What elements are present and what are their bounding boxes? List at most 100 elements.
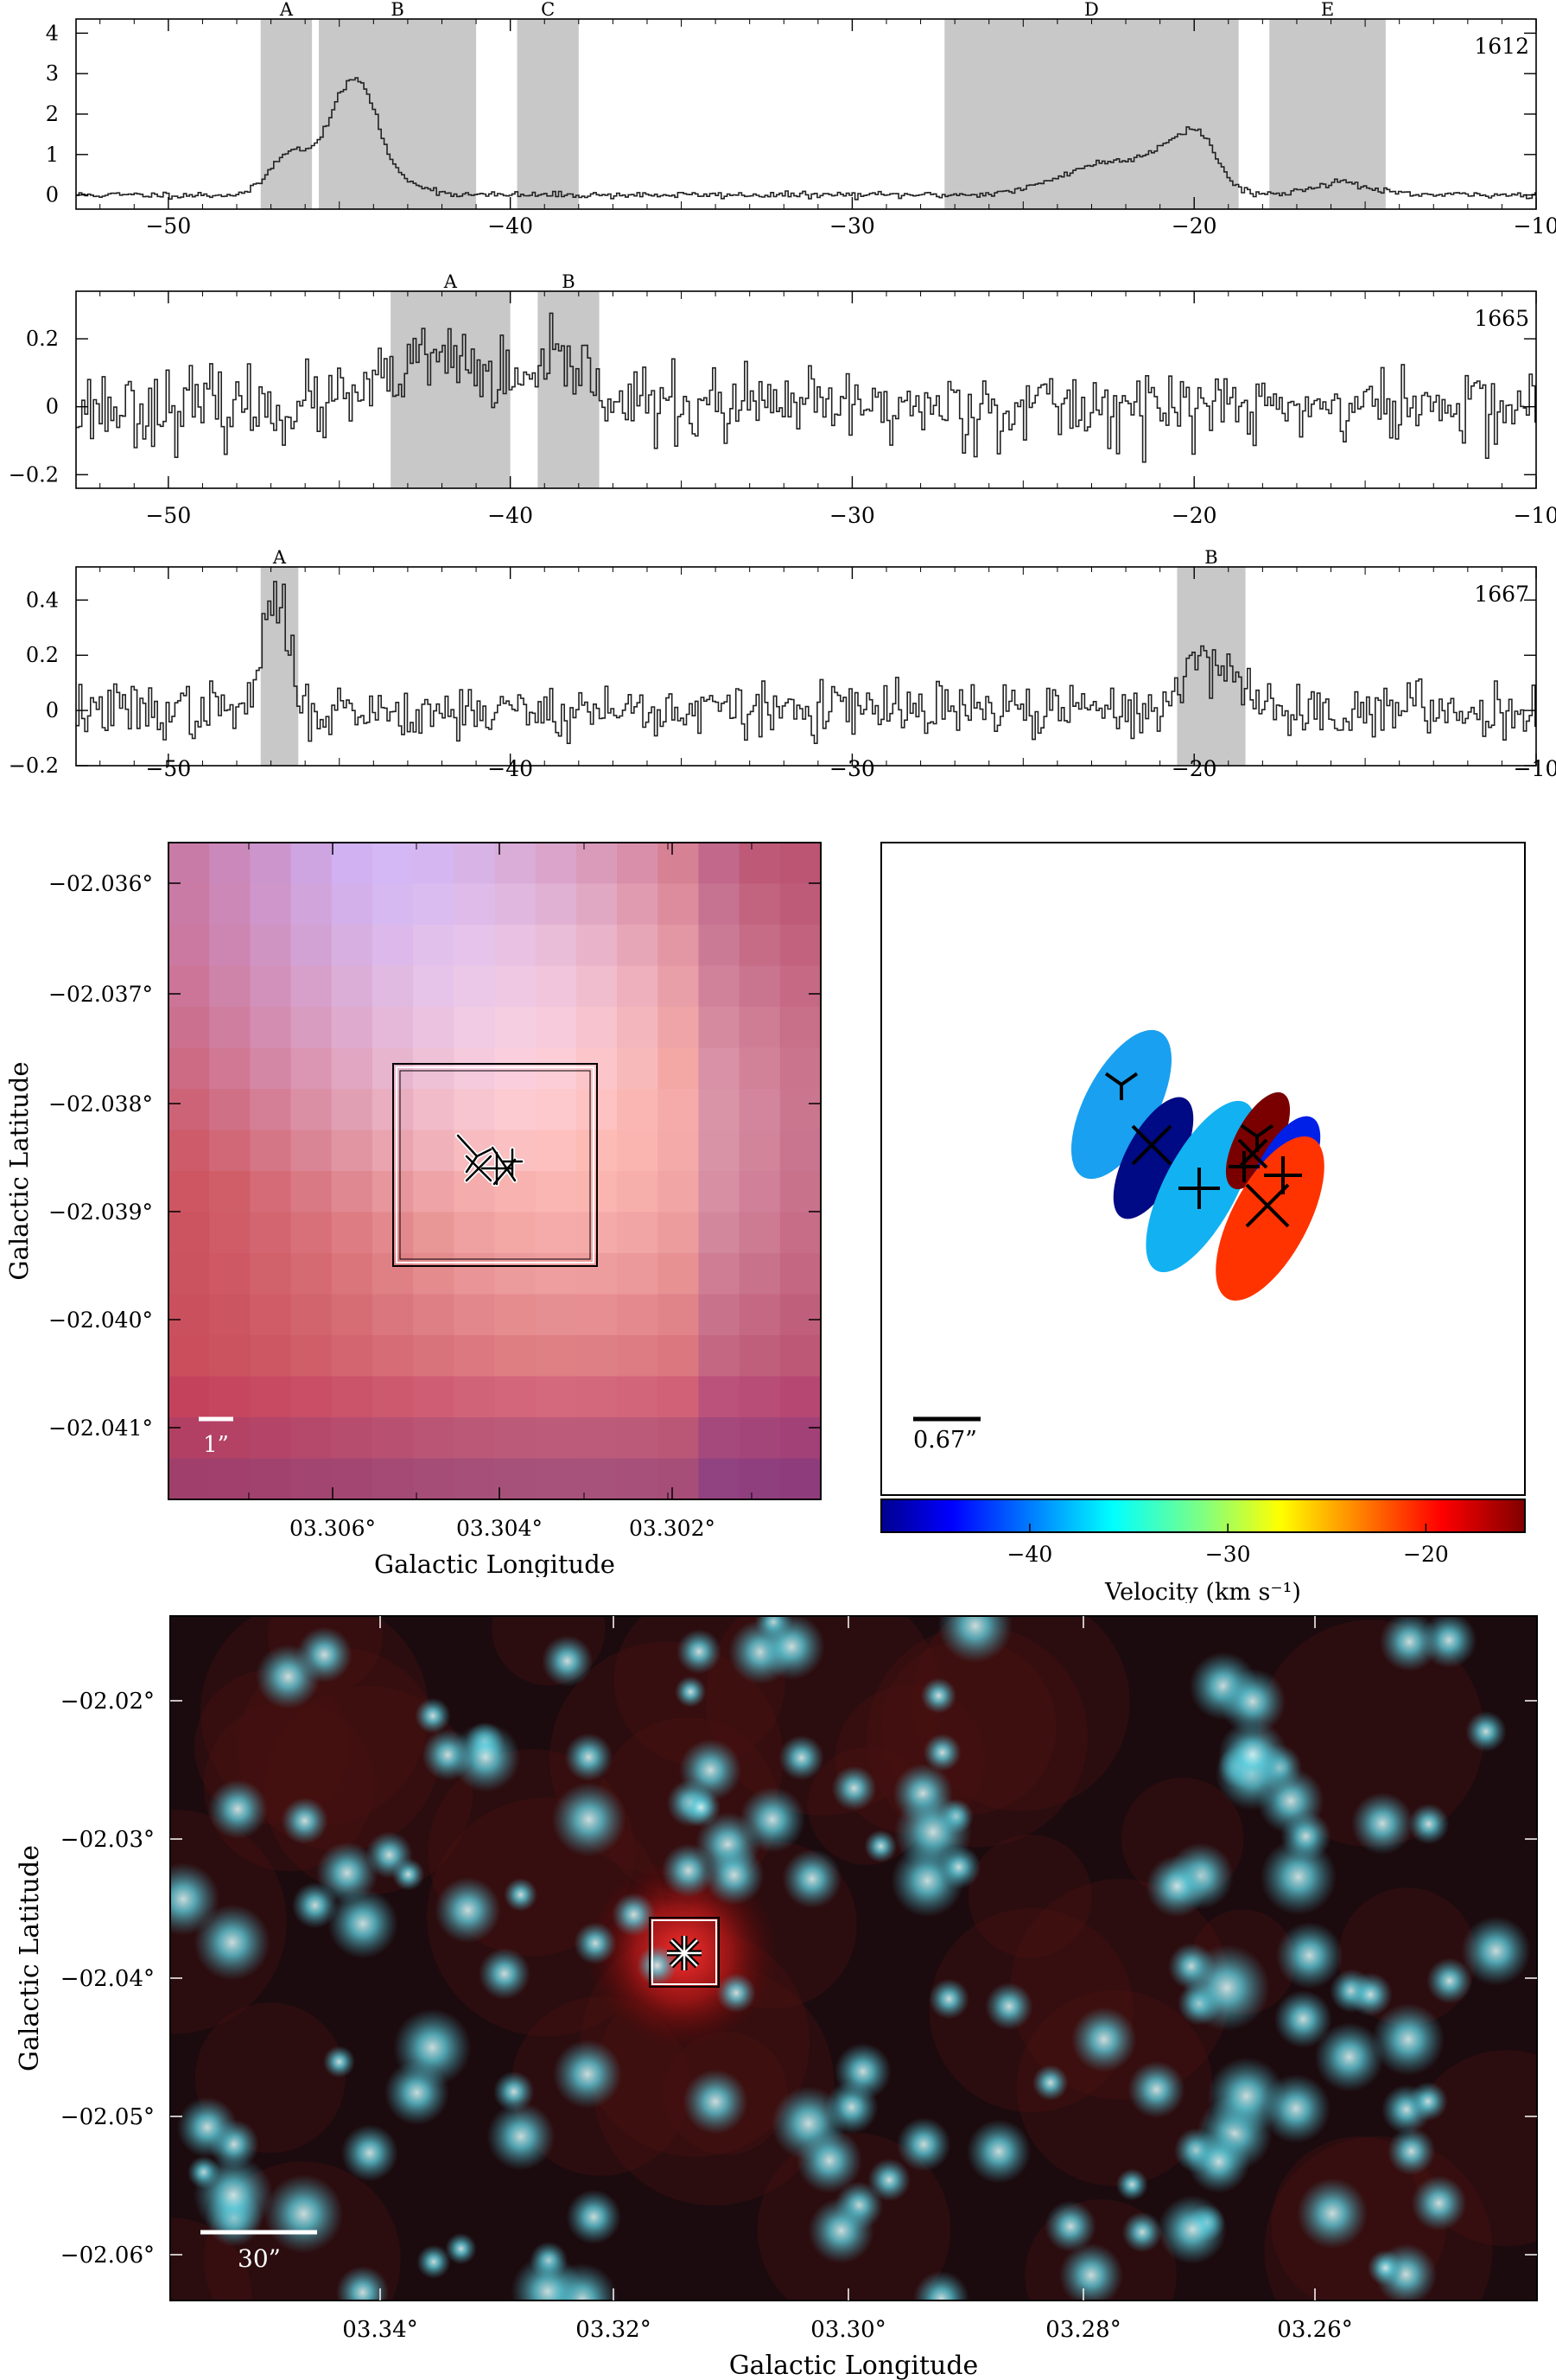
- image-pixel: [290, 1458, 333, 1500]
- star: [486, 2102, 556, 2171]
- star: [778, 1734, 824, 1781]
- image-pixel: [331, 1007, 373, 1048]
- image-pixel: [779, 1253, 822, 1295]
- image-pixel: [209, 1212, 251, 1254]
- y-tick-label: −02.04°: [60, 1966, 155, 1992]
- x-tick-label: −50: [145, 213, 191, 239]
- image-pixel: [168, 1089, 210, 1130]
- image-pixel: [168, 965, 210, 1008]
- image-pixel: [290, 925, 333, 966]
- image-pixel: [779, 1047, 822, 1090]
- image-pixel: [290, 1130, 333, 1172]
- image-pixel: [372, 1007, 414, 1048]
- image-pixel: [290, 1089, 333, 1130]
- image-pixel: [657, 1294, 699, 1336]
- image-pixel: [454, 1376, 495, 1418]
- maser-region-box: [392, 1063, 598, 1267]
- image-pixel: [331, 843, 373, 884]
- image-pixel: [209, 1047, 251, 1090]
- nebula-patch: [968, 1834, 1092, 1958]
- maser-symbols: [455, 1133, 524, 1187]
- shaded-region: [944, 19, 1239, 209]
- image-pixel: [209, 1417, 251, 1459]
- image-pixel: [413, 1376, 454, 1418]
- image-pixel: [413, 1417, 454, 1459]
- maser-region-box: [651, 1919, 717, 1985]
- maser-spot-ellipse: [1216, 1136, 1324, 1301]
- x-tick-label: −20: [1172, 756, 1217, 781]
- image-pixel: [494, 883, 537, 926]
- star: [1115, 2168, 1148, 2201]
- star: [1280, 1810, 1331, 1862]
- maser-spot-ellipse: [1113, 1097, 1194, 1219]
- image-pixel: [657, 1376, 699, 1418]
- transition-label: 1665: [1474, 306, 1529, 331]
- image-pixel: [209, 925, 251, 966]
- image-pixel: [535, 843, 577, 884]
- image-pixel: [250, 883, 292, 926]
- x-tick-label: −50: [145, 503, 191, 528]
- image-pixel: [168, 1171, 210, 1212]
- image-pixel: [739, 1171, 781, 1212]
- image-pixel: [290, 1376, 333, 1418]
- image-pixel: [290, 843, 333, 884]
- image-pixel: [575, 1294, 618, 1336]
- shaded-region: [517, 19, 579, 209]
- image-pixel: [250, 1253, 292, 1295]
- image-pixel: [698, 843, 740, 884]
- image-pixel: [739, 965, 781, 1008]
- image-pixel: [657, 883, 699, 926]
- nebula-patch: [911, 1616, 1130, 1811]
- image-pixel: [413, 1253, 454, 1295]
- nebula-patch: [1010, 1879, 1231, 2100]
- image-pixel: [617, 1047, 658, 1090]
- image-pixel: [739, 1376, 781, 1418]
- image-pixel: [454, 965, 495, 1008]
- maser-marker: [1237, 1138, 1268, 1169]
- image-pixel: [657, 1007, 699, 1048]
- image-pixel: [657, 1130, 699, 1172]
- image-pixel: [290, 1417, 333, 1459]
- star: [758, 1616, 825, 1680]
- image-pixel: [372, 1417, 414, 1459]
- x-axis-label: Galactic Longitude: [729, 2351, 979, 2380]
- star: [864, 1830, 898, 1863]
- image-pixel: [779, 1335, 822, 1377]
- image-pixel: [413, 965, 454, 1008]
- maser-marker: [667, 1936, 702, 1970]
- image-pixel: [698, 1089, 740, 1130]
- image-pixel: [739, 1047, 781, 1090]
- image-pixel: [657, 1458, 699, 1500]
- x-tick-label: −50: [145, 756, 191, 781]
- star: [831, 1766, 877, 1811]
- shaded-region: [260, 567, 299, 766]
- image-pixel: [413, 1130, 454, 1172]
- star: [176, 2097, 238, 2158]
- image-pixel: [779, 1171, 822, 1212]
- star: [1218, 1720, 1287, 1789]
- star: [676, 1629, 721, 1675]
- image-pixel: [250, 1007, 292, 1048]
- image-pixel: [290, 1007, 333, 1048]
- region-label: D: [1084, 0, 1099, 20]
- star: [435, 1876, 501, 1944]
- image-pixel: [168, 925, 210, 966]
- star: [194, 1904, 270, 1981]
- star: [511, 2255, 585, 2300]
- image-pixel: [209, 1376, 251, 1418]
- image-pixel: [372, 965, 414, 1008]
- image-pixel: [209, 1458, 251, 1500]
- image-pixel: [657, 1335, 699, 1377]
- image-pixel: [250, 1047, 292, 1090]
- image-pixel: [657, 1089, 699, 1130]
- x-tick-label: −40: [487, 503, 533, 528]
- image-pixel: [617, 1253, 658, 1295]
- image-pixel: [535, 1294, 577, 1336]
- image-pixel: [779, 1376, 822, 1418]
- star: [335, 2265, 390, 2300]
- star: [920, 1677, 957, 1714]
- image-pixel: [331, 1089, 373, 1130]
- image-pixel: [168, 843, 210, 884]
- image-pixel: [331, 1458, 373, 1500]
- image-pixel: [535, 1458, 577, 1500]
